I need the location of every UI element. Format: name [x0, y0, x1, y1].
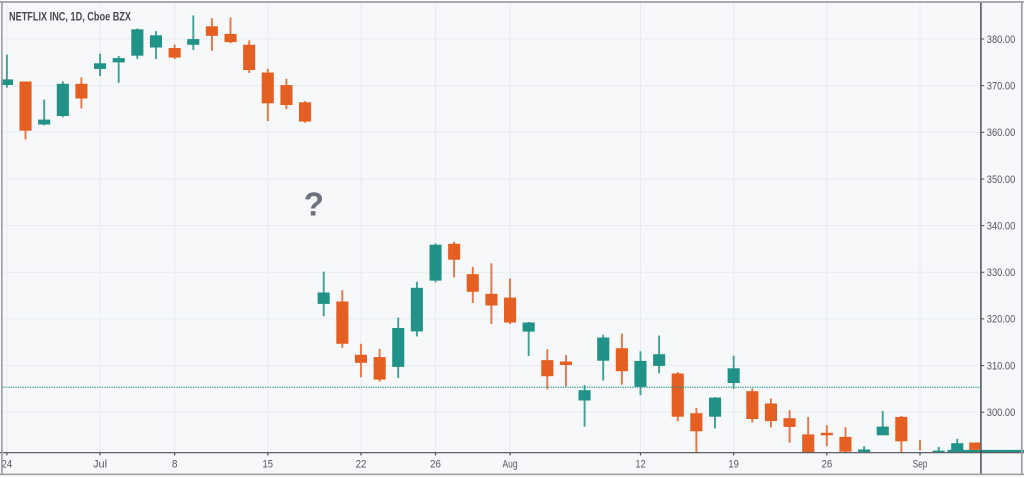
svg-text:NETFLIX INC, 1D, Cboe BZX: NETFLIX INC, 1D, Cboe BZX	[9, 10, 131, 24]
svg-text:12: 12	[635, 459, 645, 471]
svg-text:300.00: 300.00	[987, 407, 1016, 419]
svg-text:Aug: Aug	[503, 459, 518, 471]
svg-text:24: 24	[2, 459, 13, 471]
svg-text:350.00: 350.00	[987, 174, 1016, 186]
svg-text:15: 15	[263, 459, 274, 471]
svg-text:340.00: 340.00	[987, 220, 1016, 232]
svg-text:26: 26	[430, 459, 441, 471]
svg-text:Jul: Jul	[93, 459, 107, 471]
svg-text:370.00: 370.00	[987, 81, 1016, 93]
svg-text:?: ?	[304, 186, 324, 223]
svg-text:19: 19	[728, 459, 739, 471]
svg-text:22: 22	[356, 459, 367, 471]
svg-text:310.00: 310.00	[987, 360, 1016, 372]
svg-text:380.00: 380.00	[987, 34, 1016, 46]
svg-text:26: 26	[821, 459, 832, 471]
svg-text:Sep: Sep	[913, 459, 928, 471]
svg-text:320.00: 320.00	[987, 314, 1016, 326]
svg-text:360.00: 360.00	[987, 127, 1016, 139]
svg-text:330.00: 330.00	[987, 267, 1016, 279]
svg-text:8: 8	[172, 459, 178, 471]
